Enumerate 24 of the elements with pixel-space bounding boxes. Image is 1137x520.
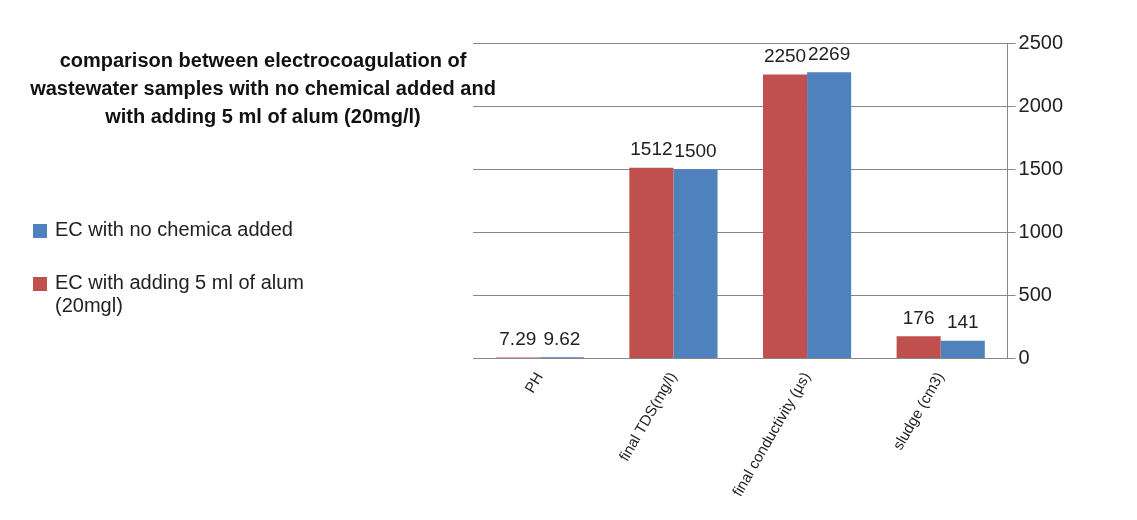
bar [896,336,941,358]
y-tick-label: 1000 [1018,219,1064,242]
data-label: 141 [946,311,979,333]
legend-label: EC with no chemica added [55,218,293,241]
bar [673,169,718,358]
y-tick-label: 1500 [1018,156,1064,179]
bar [807,72,852,358]
data-label: 7.29 [499,328,537,350]
data-label: 9.62 [543,327,581,349]
y-tick-label: 0 [1018,345,1030,368]
y-tick-label: 500 [1018,282,1052,305]
bar [629,167,674,358]
data-label: 2269 [807,42,851,64]
data-label: 1500 [674,139,717,161]
bar [762,74,808,358]
legend-label: EC with adding 5 ml of alum (20mgl) [55,271,305,317]
y-tick-label: 2000 [1018,93,1064,116]
y-tick-label: 2500 [1018,30,1064,53]
data-label: 2250 [763,45,807,67]
x-tick-label: PH [520,369,546,396]
data-label: 1512 [630,138,673,160]
bar [940,340,985,358]
text: comparison between electrocoagulation of wastewater samples with no chemical added and with adding 5 ml of alum (20mg/l) [29,48,497,129]
data-label: 176 [902,306,935,328]
